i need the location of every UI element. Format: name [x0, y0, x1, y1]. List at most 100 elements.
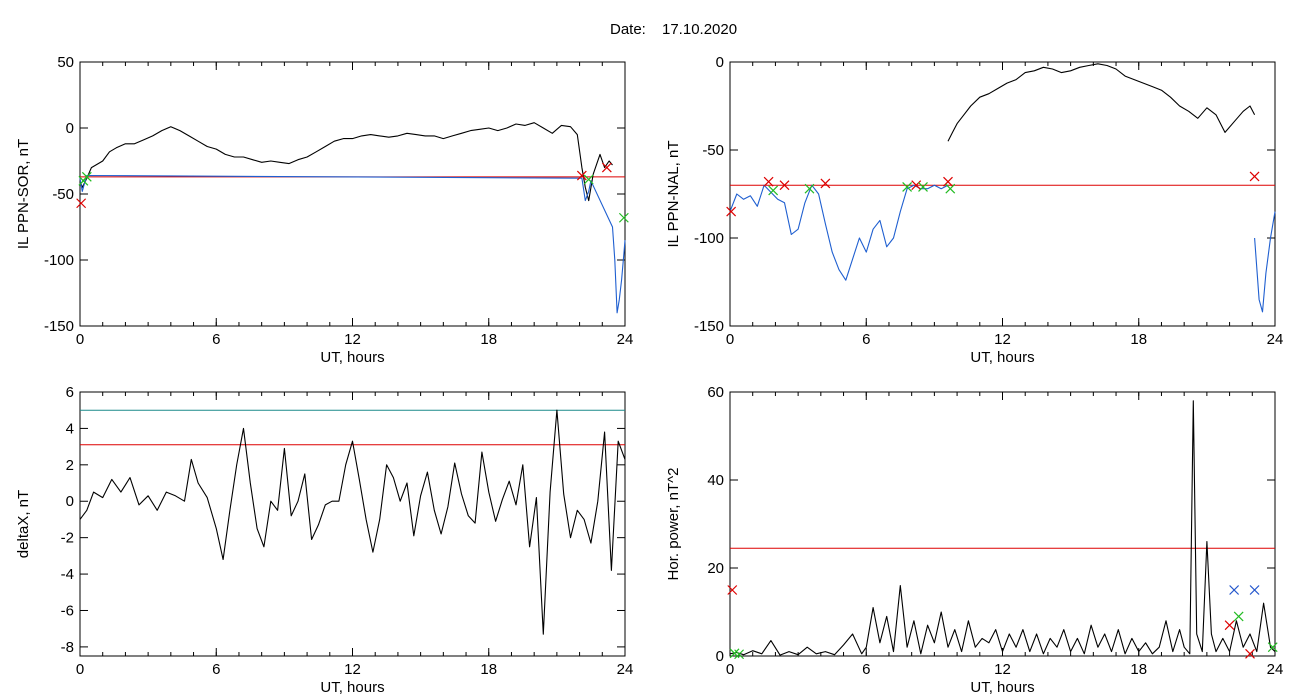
y-axis-label: IL PPN-SOR, nT — [15, 139, 32, 249]
series-line — [947, 63, 1256, 142]
event-marker — [1233, 611, 1244, 622]
event-marker-stroke — [820, 178, 831, 189]
event-marker — [726, 206, 737, 217]
y-axis-label: IL PPN-NAL, nT — [665, 141, 682, 248]
plot-frame — [729, 61, 1276, 327]
plot-frame — [79, 61, 626, 327]
event-marker — [918, 182, 928, 192]
y-tick-label: 2 — [66, 457, 74, 474]
x-tick-label: 12 — [344, 661, 361, 678]
y-tick-label: -100 — [694, 230, 724, 247]
event-marker-stroke — [779, 180, 790, 191]
event-marker — [943, 176, 953, 187]
chart-panel-ppn-nal: 0 6 12 18 24 -150 -100 -50 0 UT, hours IL PPN-NAL,… — [665, 54, 1283, 366]
event-marker-stroke — [945, 183, 956, 194]
event-marker-stroke — [726, 206, 737, 217]
x-tick-label: 24 — [1267, 661, 1284, 678]
event-marker-stroke — [727, 585, 738, 595]
event-marker-stroke — [576, 170, 587, 181]
event-marker — [1249, 171, 1260, 182]
event-marker-stroke — [76, 198, 87, 209]
x-tick-label: 24 — [617, 331, 634, 348]
x-axis-label: UT, hours — [320, 679, 384, 696]
y-tick-label: 0 — [66, 493, 74, 510]
event-marker-stroke — [1267, 642, 1278, 653]
x-tick-label: 12 — [994, 331, 1011, 348]
x-tick-label: 6 — [862, 661, 870, 678]
event-marker — [583, 174, 594, 185]
event-marker — [820, 178, 831, 189]
series-line — [729, 184, 949, 281]
x-axis-label: UT, hours — [970, 679, 1034, 696]
event-marker — [804, 183, 815, 194]
y-tick-label: 6 — [66, 384, 74, 401]
event-marker-stroke — [763, 176, 774, 187]
event-marker-stroke — [1245, 648, 1255, 659]
event-marker — [734, 649, 745, 660]
event-marker — [1224, 620, 1235, 631]
event-marker — [1245, 648, 1255, 659]
y-tick-label: -50 — [702, 142, 724, 159]
date-label: Date: — [610, 21, 646, 38]
event-marker-stroke — [601, 162, 612, 173]
event-marker-stroke — [583, 174, 594, 185]
event-marker — [576, 170, 587, 181]
y-tick-label: -4 — [61, 566, 74, 583]
y-tick-label: 0 — [716, 54, 724, 71]
y-axis-label: deltaX, nT — [15, 490, 32, 558]
x-axis-label: UT, hours — [320, 349, 384, 366]
x-tick-label: 6 — [862, 331, 870, 348]
event-marker-stroke — [768, 185, 779, 196]
series-line — [79, 174, 626, 314]
event-marker-stroke — [804, 183, 815, 194]
y-tick-label: -6 — [61, 602, 74, 619]
x-tick-label: 6 — [212, 661, 220, 678]
x-tick-label: 12 — [344, 331, 361, 348]
event-marker — [1229, 585, 1240, 595]
y-tick-label: -150 — [694, 318, 724, 335]
event-marker-stroke — [81, 171, 92, 182]
event-marker — [1249, 585, 1260, 595]
y-tick-label: 0 — [66, 120, 74, 137]
x-tick-label: 24 — [617, 661, 634, 678]
y-tick-label: -100 — [44, 252, 74, 269]
series-line — [729, 400, 1276, 656]
y-tick-label: -8 — [61, 639, 74, 656]
event-marker — [911, 180, 922, 191]
y-tick-label: -150 — [44, 318, 74, 335]
series-line — [79, 409, 626, 635]
event-marker-stroke — [943, 176, 953, 187]
y-tick-label: 50 — [57, 54, 74, 71]
x-tick-label: 0 — [726, 331, 734, 348]
event-marker-stroke — [911, 180, 922, 191]
event-marker-stroke — [734, 649, 745, 660]
event-marker — [1267, 642, 1278, 653]
x-tick-label: 0 — [76, 661, 84, 678]
y-axis-label: Hor. power, nT^2 — [665, 468, 682, 581]
date-value: 17.10.2020 — [662, 21, 737, 38]
event-marker-stroke — [1249, 585, 1260, 595]
event-marker-stroke — [1249, 171, 1260, 182]
event-marker-stroke — [1224, 620, 1235, 631]
event-marker-stroke — [902, 182, 913, 192]
event-marker — [81, 171, 92, 182]
event-marker-stroke — [729, 648, 740, 659]
y-tick-label: 4 — [66, 420, 74, 437]
y-tick-label: 20 — [707, 560, 724, 577]
event-marker — [618, 212, 629, 223]
x-tick-label: 18 — [1130, 661, 1147, 678]
event-marker — [76, 198, 87, 209]
event-marker — [945, 183, 956, 194]
chart-panel-ppn-sor: 0 6 12 18 24 -150 -100 -50 0 50 UT, hours IL PPN-SO… — [15, 54, 633, 366]
series-line — [79, 122, 613, 202]
event-marker-stroke — [618, 212, 629, 223]
x-tick-label: 24 — [1267, 331, 1284, 348]
y-tick-label: 60 — [707, 384, 724, 401]
event-marker-stroke — [1233, 611, 1244, 622]
event-marker — [727, 585, 738, 595]
y-tick-label: -50 — [52, 186, 74, 203]
event-marker — [768, 185, 779, 196]
event-marker — [779, 180, 790, 191]
